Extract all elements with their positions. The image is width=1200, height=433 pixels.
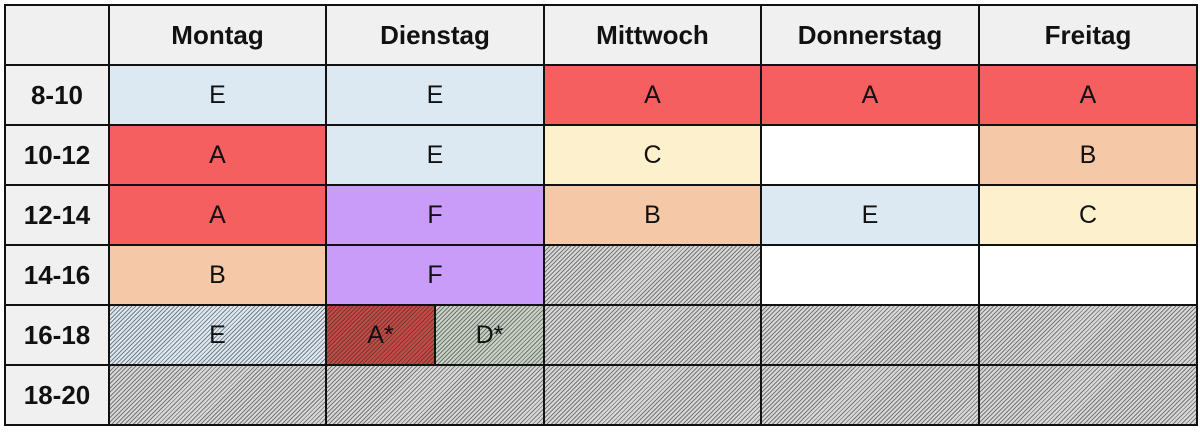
schedule-cell — [760, 244, 980, 306]
schedule-cell: B — [978, 124, 1198, 186]
schedule-cell: C — [543, 124, 762, 186]
schedule-cell: A — [760, 64, 980, 126]
schedule-cell — [325, 364, 545, 426]
schedule-cell: A* D* — [325, 304, 545, 366]
schedule-cell: A — [108, 124, 327, 186]
table-row: 18-20 — [4, 364, 1198, 426]
time-slot-label: 14-16 — [4, 244, 110, 306]
schedule-cell: E — [108, 64, 327, 126]
schedule-cell: C — [978, 184, 1198, 246]
schedule-cell — [760, 124, 980, 186]
schedule-cell: F — [325, 244, 545, 306]
day-header: Mittwoch — [543, 4, 762, 66]
table-row: 10-12 A E C B — [4, 124, 1198, 186]
schedule-cell — [543, 364, 762, 426]
table-row: 8-10 E E A A A — [4, 64, 1198, 126]
table-row: 14-16 B F — [4, 244, 1198, 306]
schedule-cell: B — [543, 184, 762, 246]
schedule-cell — [978, 364, 1198, 426]
time-slot-label: 10-12 — [4, 124, 110, 186]
schedule-cell: F — [325, 184, 545, 246]
time-slot-label: 12-14 — [4, 184, 110, 246]
time-slot-label: 8-10 — [4, 64, 110, 126]
table-row: 16-18 E A* D* — [4, 304, 1198, 366]
schedule-cell — [760, 364, 980, 426]
day-header: Donnerstag — [760, 4, 980, 66]
schedule-cell: E — [108, 304, 327, 366]
schedule-cell — [978, 244, 1198, 306]
schedule-cell: A — [978, 64, 1198, 126]
time-slot-label: 18-20 — [4, 364, 110, 426]
schedule-cell — [543, 304, 762, 366]
timetable: Montag Dienstag Mittwoch Donnerstag Freitag … — [4, 4, 1198, 426]
schedule-cell: B — [108, 244, 327, 306]
table-row: 12-14 A F B E C — [4, 184, 1198, 246]
schedule-cell: A — [108, 184, 327, 246]
day-header: Freitag — [978, 4, 1198, 66]
day-header: Dienstag — [325, 4, 545, 66]
day-header: Montag — [108, 4, 327, 66]
schedule-subcell: D* — [436, 306, 543, 364]
schedule-cell: A — [543, 64, 762, 126]
schedule-subcell: A* — [327, 306, 436, 364]
schedule-cell — [978, 304, 1198, 366]
schedule-cell: E — [325, 124, 545, 186]
corner-cell — [4, 4, 110, 66]
schedule-cell: E — [760, 184, 980, 246]
schedule-cell: E — [325, 64, 545, 126]
time-slot-label: 16-18 — [4, 304, 110, 366]
schedule-cell — [108, 364, 327, 426]
header-row: Montag Dienstag Mittwoch Donnerstag Freitag — [4, 4, 1198, 66]
schedule-cell — [543, 244, 762, 306]
schedule-cell — [760, 304, 980, 366]
